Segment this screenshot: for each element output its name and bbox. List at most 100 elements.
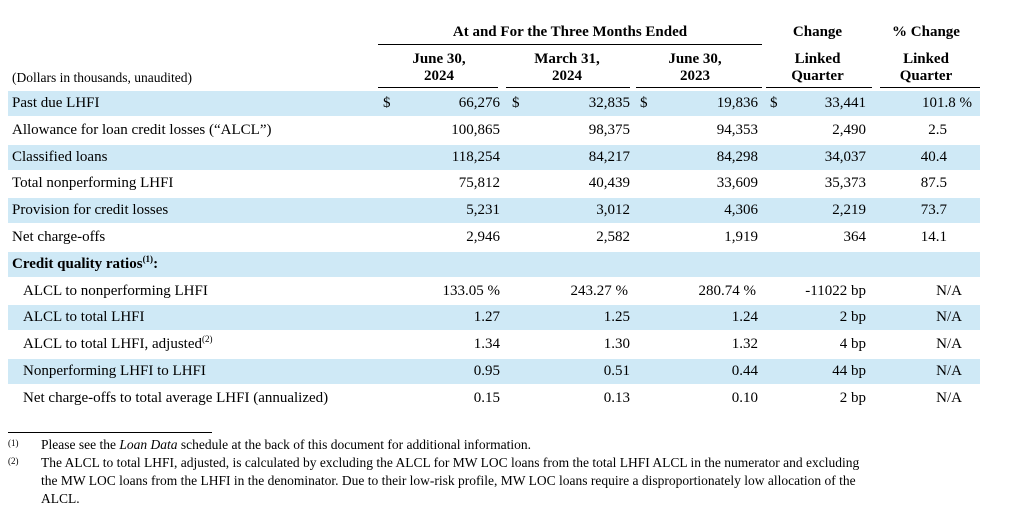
row-label: ALCL to nonperforming LHFI	[23, 282, 208, 301]
table-cell: 1.30	[603, 336, 630, 353]
table-cell: 66,276	[458, 95, 500, 111]
row-label-text: Allowance for loan credit losses (“ALCL”…	[12, 121, 272, 138]
col-header-jun-2023-line2: 2023	[680, 68, 710, 84]
col-header-pct-change-line2: Quarter	[899, 68, 953, 84]
col-header-mar-2024-line1: March 31,	[534, 51, 600, 67]
footnote-1-text-pre: Please see the	[41, 437, 120, 452]
table-cell: 35,373	[824, 175, 866, 192]
table-row: Net charge-offs to total average LHFI (a…	[8, 386, 980, 411]
dollar-sign: $	[770, 95, 778, 111]
table-cell: 1,919	[724, 229, 758, 245]
table-cell: 2,219	[832, 202, 866, 219]
table-row: Nonperforming LHFI to LHFI 0.95 0.51 0.44 44…	[8, 359, 980, 384]
table-cell: 33,441	[824, 95, 866, 111]
table-cell: N/A	[936, 336, 962, 353]
footnote-2-line-1: The ALCL to total LHFI, adjusted, is cal…	[41, 455, 860, 470]
table-cell: 3,012	[596, 202, 630, 219]
row-label: Net charge-offs	[12, 228, 105, 247]
col-header-jun-2023-line1: June 30,	[668, 51, 722, 67]
footnote-2-mark: (2)	[8, 456, 19, 466]
table-cell: 73.7	[920, 202, 947, 219]
table-cell: 0.13	[603, 389, 630, 406]
table-cell: 34,037	[824, 148, 866, 165]
col-header-change-line2: Quarter	[791, 68, 844, 84]
table-cell: 33,609	[716, 175, 758, 192]
row-label: Allowance for loan credit losses (“ALCL”…	[12, 121, 272, 140]
row-label-text: Provision for credit losses	[12, 202, 169, 219]
table-cell: 243.27 %	[570, 282, 629, 299]
row-label-text: Net charge-offs to total average LHFI (a…	[23, 389, 329, 406]
col-header-pct-change: Linked Quarter	[880, 51, 972, 85]
row-label: Provision for credit losses	[12, 201, 168, 220]
table-cell: 1.25	[603, 309, 630, 326]
row-label-text: Credit quality ratios	[12, 255, 143, 272]
col-rule-jun-2024	[378, 87, 498, 88]
row-label: ALCL to total LHFI, adjusted(2)	[23, 335, 213, 354]
table-cell: 2,490	[832, 121, 866, 138]
table-cell: 4,306	[724, 202, 758, 219]
table-cell: 1.34	[473, 336, 500, 353]
table-row: ALCL to nonperforming LHFI 133.05 % 243.27…	[8, 279, 980, 304]
table-cell: 2,582	[596, 229, 630, 245]
table-cell: 133.05 %	[442, 282, 501, 299]
col-header-mar-2024: March 31, 2024	[512, 51, 622, 85]
col-header-change-line1: Linked	[794, 51, 841, 67]
col-rule-pct-change	[880, 87, 980, 88]
table-cell: 5,231	[466, 202, 500, 219]
table-row: Net charge-offs 2,946 2,582 1,919 364 14.1	[8, 225, 980, 250]
table-cell: N/A	[936, 389, 962, 406]
footnote-separator	[8, 432, 212, 433]
col-header-jun-2024: June 30, 2024	[386, 51, 492, 85]
row-label-text: ALCL to total LHFI, adjusted	[23, 336, 203, 353]
row-label-text: Past due LHFI	[12, 95, 100, 111]
footnote-2-line-3: ALCL.	[41, 491, 80, 506]
table-cell: 19,836	[716, 95, 758, 111]
dollar-sign: $	[512, 95, 520, 111]
col-header-jun-2023: June 30, 2023	[640, 51, 750, 85]
table-cell: N/A	[936, 309, 962, 326]
footnote-1-text-post: schedule at the back of this document fo…	[177, 437, 532, 452]
section-row-credit-quality-ratios: Credit quality ratios(1):	[8, 251, 980, 277]
table-cell: 118,254	[451, 148, 500, 165]
table-cell: 84,217	[588, 148, 630, 165]
period-group-title: At and For the Three Months Ended	[452, 24, 688, 40]
table-cell: 101.8 %	[922, 95, 972, 111]
table-cell: 1.24	[731, 309, 758, 326]
dollar-sign: $	[383, 95, 391, 111]
table-row: Classified loans 118,254 84,217 84,298 34,03…	[8, 144, 980, 170]
row-label-text: Net charge-offs	[12, 229, 106, 245]
table-cell: 40,439	[588, 175, 630, 192]
footnote-1-mark: (1)	[8, 438, 19, 448]
table-cell: 364	[843, 229, 867, 245]
table-row: ALCL to total LHFI 1.27 1.25 1.24 2 bp N/A	[8, 305, 980, 331]
table-cell: 0.44	[731, 363, 758, 379]
row-label-text: ALCL to total LHFI	[23, 309, 145, 326]
col-header-mar-2024-line2: 2024	[552, 68, 582, 84]
table-row: ALCL to total LHFI, adjusted(2) 1.34 1.30 1…	[8, 332, 980, 357]
col-header-change: Linked Quarter	[765, 51, 870, 85]
col-header-pct-change-line1: Linked	[903, 51, 949, 67]
table-cell: 2,946	[466, 229, 500, 245]
table-cell: 0.10	[731, 389, 758, 406]
table-cell: -11022 bp	[805, 282, 866, 299]
row-label: Total nonperforming LHFI	[12, 174, 173, 193]
table-cell: 94,353	[716, 121, 758, 138]
table-row: Past due LHFI $ $ $ $66,276 32,835 19,836 33,44…	[8, 91, 980, 116]
col-rule-change	[766, 87, 872, 88]
table-cell: N/A	[936, 363, 962, 379]
table-cell: 14.1	[920, 229, 947, 245]
table-cell: 4 bp	[839, 336, 866, 353]
row-label-text: Total nonperforming LHFI	[12, 175, 174, 192]
table-cell: 280.74 %	[698, 282, 757, 299]
table-cell: 32,835	[588, 95, 630, 111]
row-label: Credit quality ratios(1):	[12, 254, 158, 274]
table-cell: 87.5	[920, 175, 947, 192]
footnote-ref: (2)	[202, 334, 213, 345]
change-title: Change	[792, 24, 843, 40]
table-row: Provision for credit losses 5,231 3,012 4,3…	[8, 198, 980, 224]
row-label: Nonperforming LHFI to LHFI	[23, 362, 206, 381]
pct-change-title: % Change	[892, 24, 960, 40]
footnote-2-line-2: the MW LOC loans from the LHFI in the de…	[41, 473, 856, 488]
table-cell: 1.27	[473, 309, 500, 326]
col-rule-mar-2024	[506, 87, 630, 88]
